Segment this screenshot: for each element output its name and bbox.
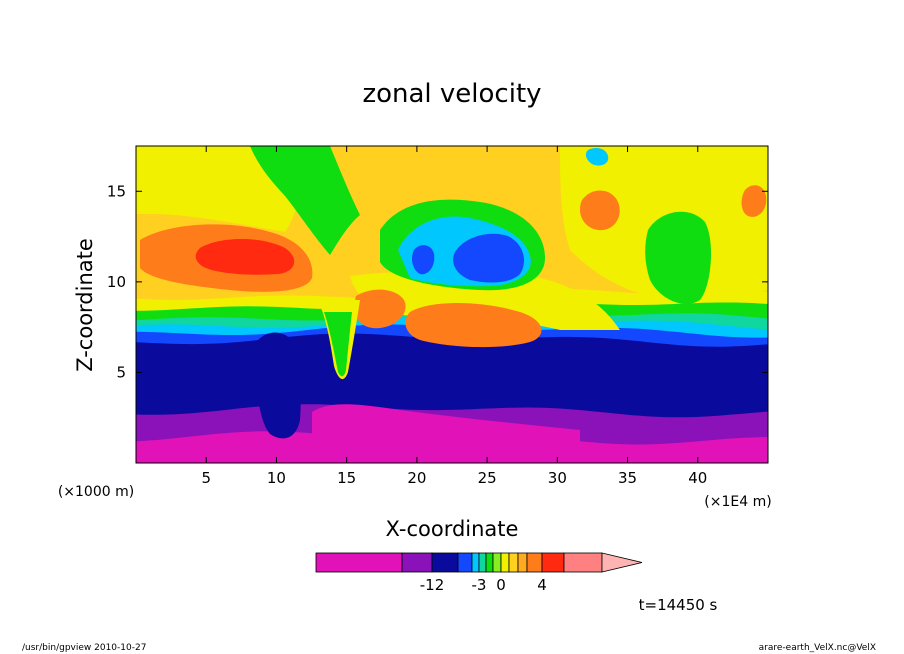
colorbar-cell xyxy=(478,552,487,573)
x-axis-label: X-coordinate xyxy=(386,517,519,541)
plot-frame xyxy=(135,145,769,464)
magenta-lower-region xyxy=(312,404,580,463)
colorbar-tick-label: -3 xyxy=(472,576,487,594)
cyan-spot-top xyxy=(585,148,609,166)
y-tick-label: 5 xyxy=(116,363,126,381)
orange-region-lower-2 xyxy=(405,303,542,348)
footer-right: arare-earth_VelX.nc@VelX xyxy=(759,643,876,653)
colorbar-cell xyxy=(508,552,519,573)
yellow-region-top xyxy=(136,146,303,232)
red-jet-core xyxy=(195,239,295,275)
blue-region-center xyxy=(453,233,524,283)
x-unit-label: (×1E4 m) xyxy=(704,494,771,510)
x-tick-label: 30 xyxy=(548,469,567,487)
colorbar-cell xyxy=(492,552,502,573)
y-axis: 5 10 15 xyxy=(107,182,768,381)
x-tick-label: 40 xyxy=(688,469,707,487)
x-axis: 5 10 15 20 25 30 35 40 xyxy=(201,146,707,487)
colorbar-tick-label: 0 xyxy=(496,576,506,594)
plot-area xyxy=(136,146,768,463)
x-tick-label: 15 xyxy=(337,469,356,487)
colorbar-cell xyxy=(563,552,603,573)
time-label: t=14450 s xyxy=(639,596,718,614)
colorbar-cell xyxy=(431,552,459,573)
footer-left: /usr/bin/gpview 2010-10-27 xyxy=(22,643,146,653)
orange-region-lower xyxy=(354,289,406,329)
colorbar-cell xyxy=(526,552,543,573)
y-unit-label: (×1000 m) xyxy=(58,484,134,500)
colorbar-cell xyxy=(500,552,510,573)
blue-spot-left xyxy=(412,245,435,275)
x-tick-label: 35 xyxy=(618,469,637,487)
y-axis-label: Z-coordinate xyxy=(73,238,97,372)
chart-title: zonal velocity xyxy=(362,79,541,109)
colorbar-cell xyxy=(315,552,403,573)
colorbar-cell xyxy=(541,552,565,573)
y-tick-label: 15 xyxy=(107,182,126,200)
trough-intrusion-green xyxy=(324,312,352,377)
orange-spot-far-right xyxy=(741,185,767,217)
colorbar-arrow xyxy=(601,552,643,573)
colorbar-tick-labels: -12 -3 0 4 xyxy=(420,576,547,594)
x-tick-label: 25 xyxy=(478,469,497,487)
colorbar-cell xyxy=(471,552,480,573)
y-tick-label: 10 xyxy=(107,273,126,291)
colorbar xyxy=(315,552,643,573)
x-tick-label: 5 xyxy=(201,469,211,487)
colorbar-cell xyxy=(485,552,494,573)
colorbar-cell xyxy=(457,552,473,573)
x-tick-label: 10 xyxy=(267,469,286,487)
colorbar-cell xyxy=(517,552,528,573)
orange-spot-right xyxy=(579,190,620,231)
colorbar-tick-label: -12 xyxy=(420,576,445,594)
green-region-right xyxy=(645,211,712,304)
dark-blue-column xyxy=(256,332,301,439)
green-region-upper xyxy=(250,146,360,255)
colorbar-tick-label: 4 xyxy=(537,576,547,594)
colorbar-cell xyxy=(401,552,433,573)
x-tick-label: 20 xyxy=(407,469,426,487)
